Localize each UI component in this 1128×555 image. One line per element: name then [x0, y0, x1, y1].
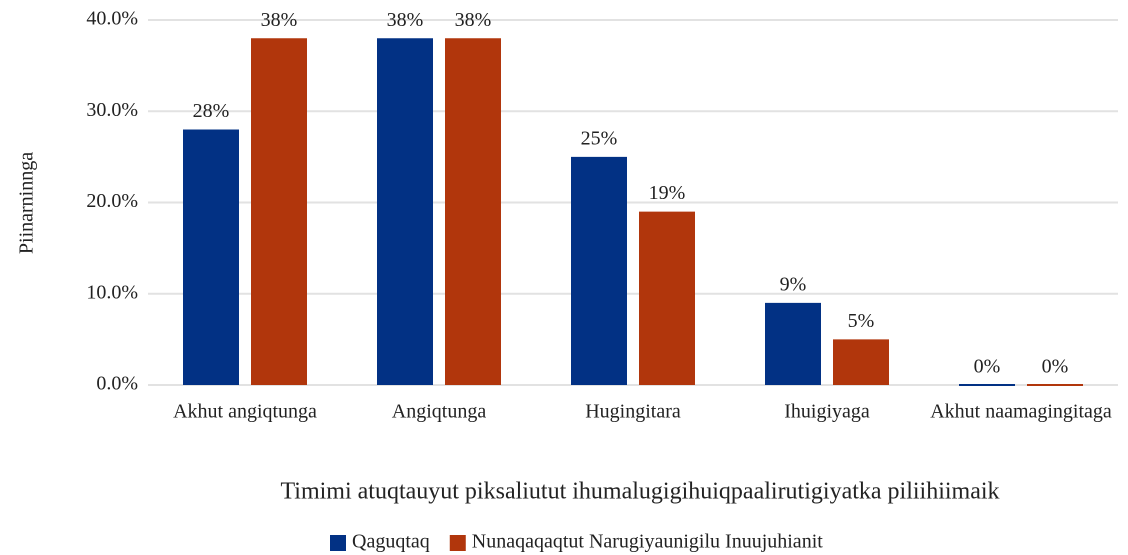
data-label: 9% — [780, 273, 807, 295]
y-tick-label: 30.0% — [86, 99, 138, 121]
y-tick-label: 10.0% — [86, 281, 138, 303]
legend-swatch — [330, 535, 346, 551]
x-axis-label: Timimi atuqtauyut piksaliutut ihumalugig… — [280, 479, 999, 505]
x-tick-label: Akhut angiqtunga — [173, 401, 317, 423]
bar — [183, 129, 239, 385]
bar — [1027, 384, 1083, 386]
data-label: 5% — [848, 310, 875, 332]
bar — [833, 339, 889, 385]
x-tick-label: Ihuigiyaga — [784, 401, 870, 423]
data-label: 38% — [455, 9, 492, 31]
bar — [571, 156, 627, 385]
y-tick-label: 40.0% — [86, 8, 138, 30]
x-tick-label: Hugingitara — [585, 401, 681, 423]
legend-label: Qaguqtaq — [352, 531, 430, 553]
y-tick-label: 0.0% — [96, 373, 138, 395]
data-label: 38% — [261, 9, 298, 31]
bar — [377, 38, 433, 385]
legend-label: Nunaqaqaqtut Narugiyaunigilu Inuujuhiani… — [472, 531, 823, 553]
bar — [639, 211, 695, 385]
data-label: 25% — [581, 127, 618, 149]
x-tick-label: Angiqtunga — [392, 401, 487, 423]
data-label: 28% — [193, 100, 230, 122]
bar — [765, 302, 821, 385]
data-label: 38% — [387, 9, 424, 31]
bar — [445, 38, 501, 385]
data-label: 0% — [1042, 356, 1069, 378]
bar — [959, 384, 1015, 386]
y-tick-label: 20.0% — [86, 190, 138, 212]
y-axis-label: Piinarninnga — [16, 152, 38, 254]
legend-swatch — [449, 535, 466, 551]
bar — [251, 38, 307, 385]
data-label: 19% — [649, 182, 686, 204]
x-tick-label: Akhut naamagingitaga — [930, 401, 1112, 423]
data-label: 0% — [974, 356, 1001, 378]
